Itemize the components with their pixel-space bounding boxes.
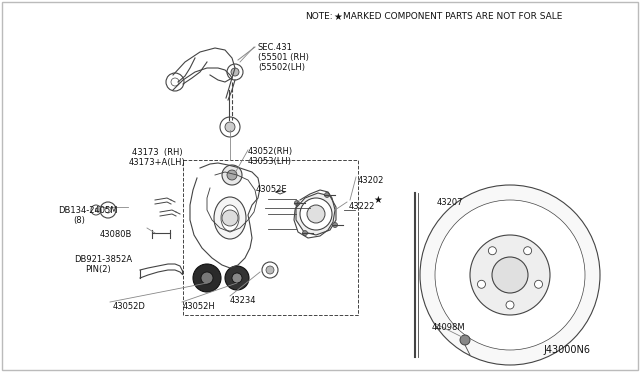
Circle shape	[232, 273, 242, 283]
Circle shape	[100, 202, 116, 218]
Text: (55501 (RH): (55501 (RH)	[258, 53, 309, 62]
Text: SEC.431: SEC.431	[258, 43, 293, 52]
Text: 43222: 43222	[349, 202, 376, 211]
Text: 43052E: 43052E	[256, 185, 287, 194]
Circle shape	[222, 210, 238, 226]
Circle shape	[477, 280, 486, 288]
Text: ★: ★	[373, 195, 381, 205]
Text: 43080B: 43080B	[100, 230, 132, 239]
Circle shape	[488, 247, 497, 255]
Circle shape	[225, 122, 235, 132]
Circle shape	[303, 231, 307, 235]
Text: 43052D: 43052D	[113, 302, 146, 311]
Text: 43052H: 43052H	[183, 302, 216, 311]
Circle shape	[435, 200, 585, 350]
Text: 43202: 43202	[358, 176, 385, 185]
Polygon shape	[296, 193, 336, 235]
Circle shape	[266, 266, 274, 274]
Text: 43053(LH): 43053(LH)	[248, 157, 292, 166]
Circle shape	[420, 185, 600, 365]
Circle shape	[227, 64, 243, 80]
Circle shape	[324, 192, 330, 198]
Text: R: R	[94, 208, 98, 212]
Text: 43234: 43234	[230, 296, 257, 305]
Text: ★: ★	[333, 12, 342, 22]
Text: MARKED COMPONENT PARTS ARE NOT FOR SALE: MARKED COMPONENT PARTS ARE NOT FOR SALE	[343, 12, 563, 21]
Circle shape	[262, 262, 278, 278]
Circle shape	[506, 301, 514, 309]
Circle shape	[225, 266, 249, 290]
Circle shape	[171, 78, 179, 86]
Circle shape	[307, 205, 325, 223]
Text: J43000N6: J43000N6	[543, 345, 590, 355]
Circle shape	[524, 247, 532, 255]
Text: PIN(2): PIN(2)	[85, 265, 111, 274]
Circle shape	[534, 280, 543, 288]
Circle shape	[460, 335, 470, 345]
Circle shape	[201, 272, 213, 284]
Bar	[183, 160, 358, 315]
Circle shape	[492, 257, 528, 293]
Text: (55502(LH): (55502(LH)	[258, 63, 305, 72]
Circle shape	[300, 198, 332, 230]
Text: NOTE:: NOTE:	[305, 12, 333, 21]
Ellipse shape	[214, 197, 246, 239]
Circle shape	[231, 68, 239, 76]
Circle shape	[222, 165, 242, 185]
Text: 44098M: 44098M	[432, 323, 466, 332]
Text: 43173  (RH): 43173 (RH)	[132, 148, 182, 157]
Ellipse shape	[221, 205, 239, 231]
Circle shape	[193, 264, 221, 292]
Circle shape	[220, 117, 240, 137]
Text: 43173+A(LH): 43173+A(LH)	[129, 158, 186, 167]
Text: (8): (8)	[73, 216, 85, 225]
Circle shape	[333, 222, 337, 228]
Circle shape	[166, 73, 184, 91]
Text: 43052(RH): 43052(RH)	[248, 147, 293, 156]
Text: DB134-2405M: DB134-2405M	[58, 206, 118, 215]
Text: DB921-3852A: DB921-3852A	[74, 255, 132, 264]
Text: 43207: 43207	[437, 198, 463, 207]
Circle shape	[294, 201, 300, 205]
Circle shape	[227, 170, 237, 180]
Circle shape	[470, 235, 550, 315]
